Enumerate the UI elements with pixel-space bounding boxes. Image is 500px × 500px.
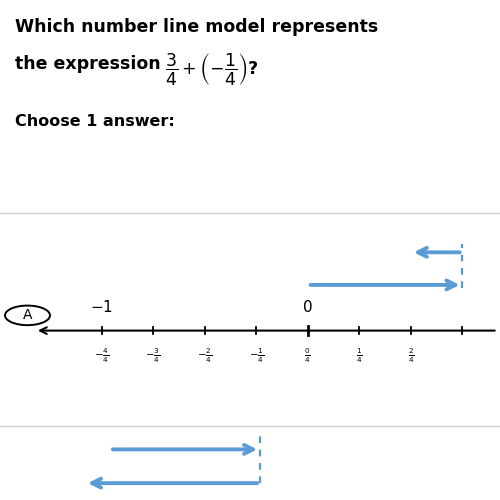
Text: Choose 1 answer:: Choose 1 answer: [15, 114, 175, 130]
Text: $\frac{1}{4}$: $\frac{1}{4}$ [356, 347, 362, 366]
Text: $-\frac{1}{4}$: $-\frac{1}{4}$ [248, 347, 264, 366]
Text: $-1$: $-1$ [90, 300, 113, 316]
Text: $0$: $0$ [302, 300, 313, 316]
Text: A: A [23, 308, 32, 322]
Text: $\frac{2}{4}$: $\frac{2}{4}$ [408, 347, 414, 366]
Text: Which number line model represents: Which number line model represents [15, 18, 378, 36]
Text: $-\frac{4}{4}$: $-\frac{4}{4}$ [94, 347, 109, 366]
Text: $-\frac{3}{4}$: $-\frac{3}{4}$ [146, 347, 161, 366]
Text: $\frac{0}{4}$: $\frac{0}{4}$ [304, 347, 311, 366]
Text: $-\frac{2}{4}$: $-\frac{2}{4}$ [197, 347, 212, 366]
Text: the expression: the expression [15, 55, 161, 73]
Text: $\dfrac{3}{4} + \left(-\dfrac{1}{4}\right)$?: $\dfrac{3}{4} + \left(-\dfrac{1}{4}\righ… [165, 50, 258, 86]
